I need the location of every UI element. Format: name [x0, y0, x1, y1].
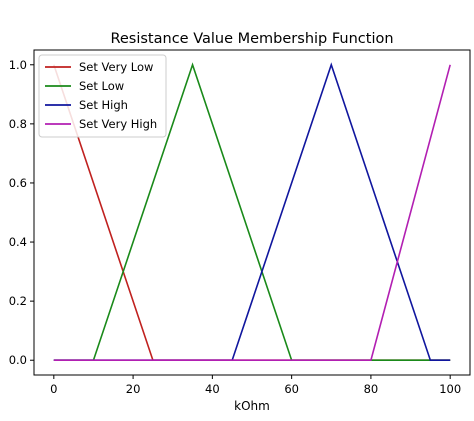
- x-axis-label: kOhm: [234, 399, 270, 413]
- axes-frame: [33, 49, 471, 376]
- chart-title: Resistance Value Membership Function: [110, 31, 393, 47]
- plot-area: [33, 49, 471, 376]
- y-tick-label: 0.4: [9, 235, 27, 249]
- x-axis-ticks: 0 20 40 60 80 100: [50, 375, 461, 396]
- y-tick-label: 0.8: [9, 117, 27, 131]
- x-tick-label: 0: [50, 382, 57, 396]
- x-tick-label: 80: [364, 382, 379, 396]
- series-layer: [53, 62, 451, 362]
- y-tick-label: 0.2: [9, 294, 27, 308]
- y-tick-label: 0.0: [9, 353, 27, 367]
- x-tick-label: 40: [205, 382, 220, 396]
- y-tick-label: 1.0: [9, 58, 27, 72]
- legend-label-set-very-low: Set Very Low: [79, 60, 153, 74]
- legend-label-set-very-high: Set Very High: [79, 117, 157, 131]
- legend-box: [38, 54, 167, 138]
- x-tick-label: 20: [126, 382, 141, 396]
- x-tick-label: 60: [284, 382, 299, 396]
- legend-label-set-high: Set High: [79, 98, 128, 112]
- x-tick-label: 100: [439, 382, 461, 396]
- legend-label-set-low: Set Low: [79, 79, 124, 93]
- legend: Set Very Low Set Low Set High Set Very High: [38, 54, 167, 138]
- series-line-set-very-high: [53, 64, 451, 362]
- y-axis-ticks: 0.0 0.2 0.4 0.6 0.8 1.0: [9, 58, 34, 367]
- y-tick-label: 0.6: [9, 176, 27, 190]
